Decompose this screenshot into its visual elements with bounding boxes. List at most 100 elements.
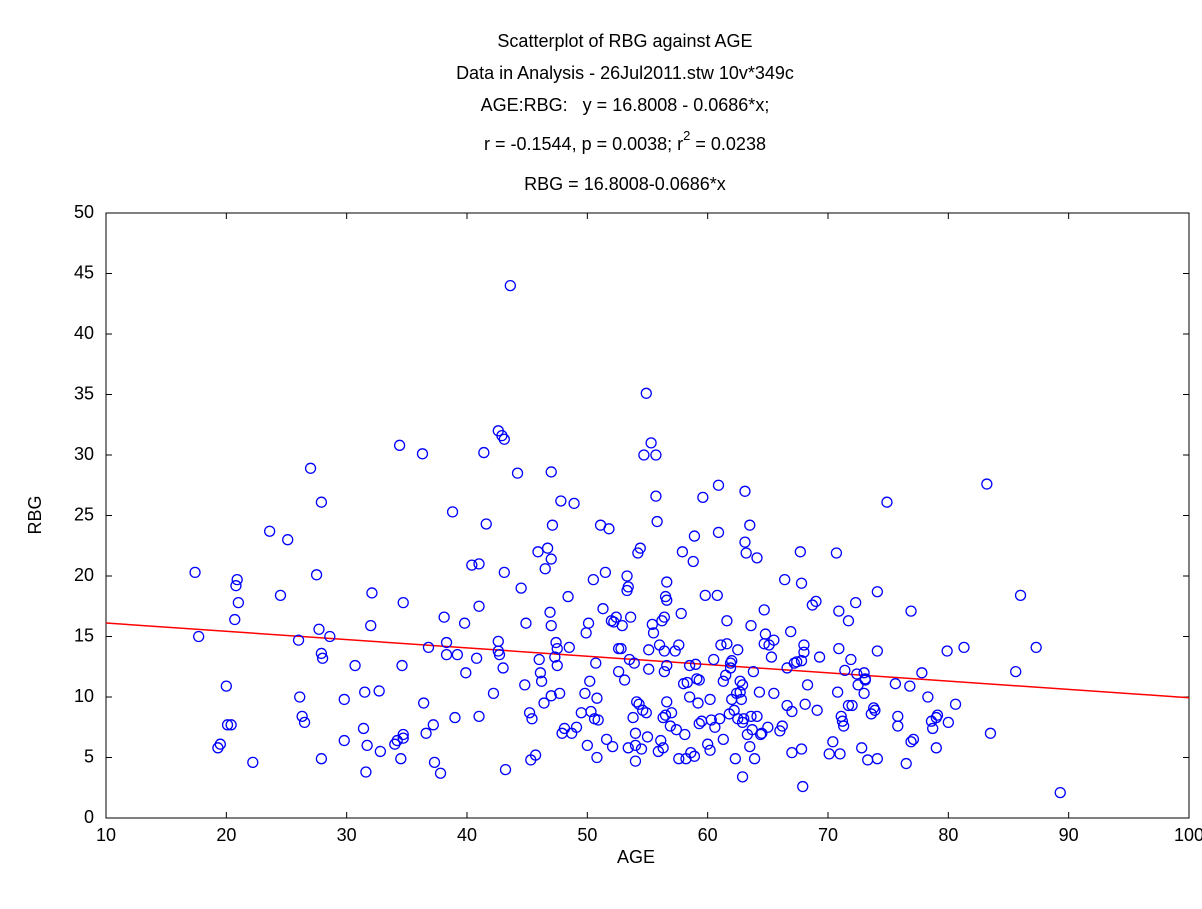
point xyxy=(539,563,551,575)
point xyxy=(922,691,934,703)
point xyxy=(905,605,917,617)
point xyxy=(628,657,640,669)
point xyxy=(958,641,970,654)
y-tick-label: 25 xyxy=(74,504,94,524)
point xyxy=(315,753,328,765)
fit-line xyxy=(105,622,1190,699)
point xyxy=(658,665,670,678)
point xyxy=(786,705,798,718)
point xyxy=(538,697,550,709)
point xyxy=(324,630,336,643)
point xyxy=(231,573,243,586)
point xyxy=(395,753,407,765)
point xyxy=(657,711,669,724)
point xyxy=(786,747,798,759)
point xyxy=(563,641,575,654)
point xyxy=(418,697,430,709)
point xyxy=(728,704,740,716)
point xyxy=(315,496,328,508)
point xyxy=(361,739,373,752)
x-tick-label: 50 xyxy=(577,825,597,845)
stats: r = -0.1544, p = 0.0038; r2 = 0.0238 xyxy=(484,128,766,153)
point xyxy=(298,716,311,729)
y-tick-label: 0 xyxy=(84,807,94,827)
point xyxy=(756,727,768,739)
point xyxy=(523,707,536,719)
point xyxy=(473,558,485,570)
point xyxy=(338,693,350,706)
point xyxy=(797,780,809,793)
point xyxy=(657,742,669,754)
point xyxy=(715,639,727,651)
y-tick-label: 5 xyxy=(84,746,94,766)
point xyxy=(622,742,634,754)
point xyxy=(635,743,648,755)
point xyxy=(661,659,673,672)
point xyxy=(827,736,839,748)
point xyxy=(533,653,545,666)
point xyxy=(420,727,432,739)
point xyxy=(758,604,770,616)
point xyxy=(765,651,778,663)
point xyxy=(744,519,756,531)
point xyxy=(612,665,625,678)
y-tick-label: 10 xyxy=(74,686,94,706)
point xyxy=(638,449,650,461)
point xyxy=(627,711,639,724)
point xyxy=(842,615,855,627)
point xyxy=(544,606,556,618)
point xyxy=(446,506,459,518)
point xyxy=(365,619,377,632)
point xyxy=(676,546,689,558)
point xyxy=(599,566,612,579)
point xyxy=(584,675,596,687)
point xyxy=(232,596,245,609)
point xyxy=(633,698,645,710)
point xyxy=(313,623,325,635)
point xyxy=(545,690,557,702)
point xyxy=(708,653,720,666)
point xyxy=(535,675,548,687)
point xyxy=(1014,589,1027,602)
chart-title: Scatterplot of RBG against AGE xyxy=(497,31,752,51)
point xyxy=(705,714,717,726)
point xyxy=(745,710,757,723)
point xyxy=(631,696,643,708)
point xyxy=(274,589,287,602)
point xyxy=(834,748,846,760)
point xyxy=(688,750,701,762)
point xyxy=(316,652,329,664)
point xyxy=(658,645,670,657)
point xyxy=(529,749,542,761)
point xyxy=(729,753,741,765)
point xyxy=(449,711,461,724)
point xyxy=(600,733,613,745)
point xyxy=(597,603,609,615)
point xyxy=(1030,641,1042,654)
point xyxy=(492,635,504,647)
point xyxy=(799,698,811,710)
point xyxy=(643,663,655,675)
x-tick-label: 100 xyxy=(1174,825,1202,845)
point xyxy=(717,675,729,687)
point xyxy=(736,679,749,691)
point xyxy=(650,449,662,461)
point xyxy=(683,691,696,703)
point xyxy=(549,651,561,663)
point xyxy=(669,645,681,657)
point xyxy=(798,639,810,651)
point xyxy=(697,491,709,504)
point xyxy=(859,673,871,685)
point xyxy=(714,713,726,725)
point xyxy=(247,756,259,768)
point xyxy=(702,738,714,750)
point xyxy=(545,553,557,565)
point xyxy=(338,734,350,747)
point xyxy=(581,739,593,752)
point xyxy=(634,542,646,554)
point xyxy=(845,653,857,666)
point xyxy=(473,600,485,612)
point xyxy=(504,279,516,292)
point xyxy=(629,739,642,752)
